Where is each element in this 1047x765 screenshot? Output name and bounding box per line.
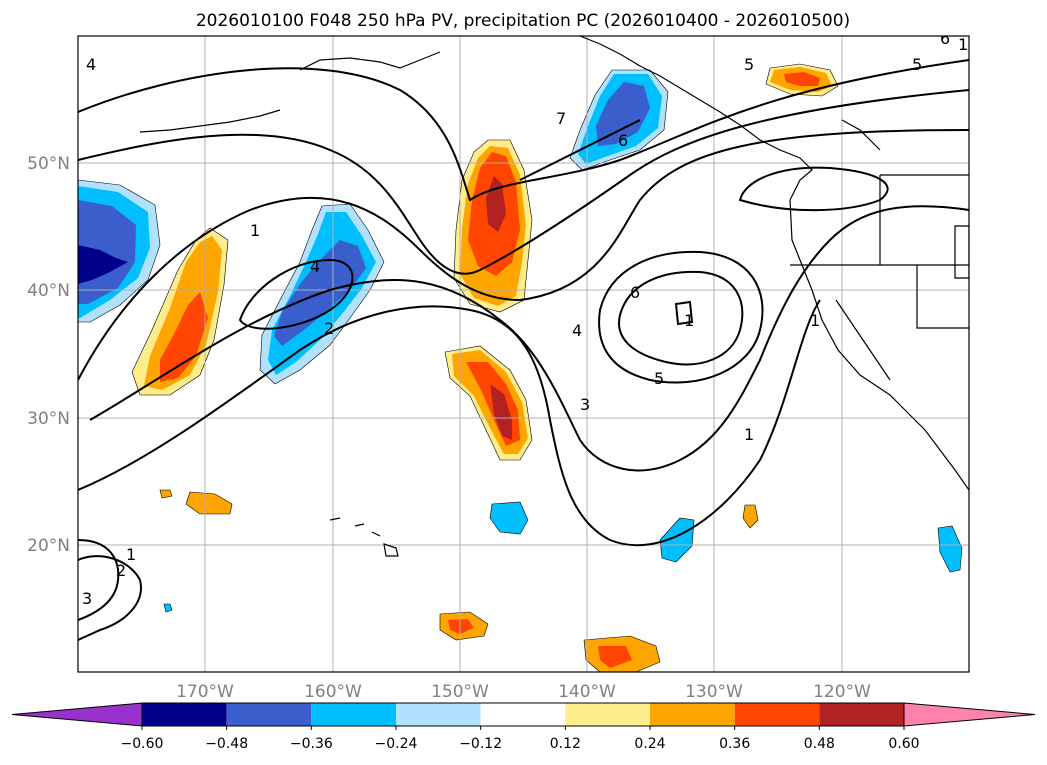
colorbar-tick-label: 0.24 bbox=[634, 736, 665, 752]
colorbar: −0.60 −0.48 −0.36 −0.24 −0.12 0.12 0.24 0.36 0.4… bbox=[11, 702, 1036, 752]
pv-label: 1 bbox=[958, 35, 968, 54]
colorbar-tick-label: −0.60 bbox=[121, 736, 164, 752]
lat-label: 30°N bbox=[27, 409, 70, 429]
colorbar-tick-label: −0.48 bbox=[205, 736, 248, 752]
pv-label: 1 bbox=[684, 311, 694, 330]
colorbar-bin bbox=[565, 703, 650, 726]
precip-neg-small-4 bbox=[163, 603, 173, 613]
pv-label: 7 bbox=[556, 109, 566, 128]
pv-label: 4 bbox=[310, 257, 320, 276]
precip-pos-small-3 bbox=[742, 504, 759, 529]
colorbar-tick-label: 0.36 bbox=[719, 736, 750, 752]
latitude-labels: 50°N 40°N 30°N 20°N bbox=[27, 154, 70, 556]
lon-label: 140°W bbox=[558, 682, 616, 702]
colorbar-bin bbox=[650, 703, 735, 726]
pv-label: 2 bbox=[116, 561, 126, 580]
lon-label: 170°W bbox=[176, 682, 234, 702]
pv-label: 4 bbox=[572, 321, 582, 340]
coastlines bbox=[139, 36, 969, 557]
map-frame bbox=[77, 35, 970, 673]
lon-label: 130°W bbox=[685, 682, 743, 702]
precip-pos-small-2 bbox=[159, 489, 173, 499]
pv-label: 6 bbox=[618, 131, 628, 150]
lon-label: 150°W bbox=[431, 682, 489, 702]
lat-label: 50°N bbox=[27, 154, 70, 174]
precip-neg-small-2 bbox=[659, 517, 695, 563]
colorbar-bin bbox=[142, 703, 227, 726]
colorbar-bin bbox=[734, 703, 820, 726]
colorbar-tick-label: 0.60 bbox=[888, 736, 919, 752]
figure-title: 2026010100 F048 250 hPa PV, precipitatio… bbox=[196, 11, 850, 31]
pv-label: 3 bbox=[580, 395, 590, 414]
lat-label: 20°N bbox=[27, 536, 70, 556]
colorbar-tick-label: −0.36 bbox=[290, 736, 333, 752]
colorbar-border bbox=[141, 702, 905, 727]
lat-label: 40°N bbox=[27, 281, 70, 301]
pv-label: 1 bbox=[744, 425, 754, 444]
precip-pos-small-1 bbox=[185, 491, 233, 515]
pv-label: 2 bbox=[324, 319, 334, 338]
pv-label: 3 bbox=[82, 589, 92, 608]
map-content: 4 1 4 2 7 6 5 5 6 1 4 3 5 1 1 1 1 2 3 6 bbox=[78, 29, 969, 672]
pv-label: 5 bbox=[744, 55, 754, 74]
pv-label: 1 bbox=[250, 221, 260, 240]
pv-label: 4 bbox=[86, 55, 96, 74]
pv-label: 6 bbox=[630, 283, 640, 302]
pv-label: 1 bbox=[810, 311, 820, 330]
colorbar-bin bbox=[480, 703, 566, 726]
longitude-labels: 170°W 160°W 150°W 140°W 130°W 120°W bbox=[176, 682, 871, 702]
lon-label: 120°W bbox=[813, 682, 871, 702]
colorbar-bin bbox=[819, 703, 904, 726]
lon-label: 160°W bbox=[304, 682, 362, 702]
pv-contour-labels: 4 1 4 2 7 6 5 5 6 1 4 3 5 1 1 1 1 2 3 6 bbox=[82, 29, 968, 608]
map-background bbox=[78, 36, 969, 672]
pv-label: 5 bbox=[912, 55, 922, 74]
colorbar-extend-low bbox=[11, 702, 143, 727]
pv-label: 1 bbox=[126, 545, 136, 564]
colorbar-tick-label: 0.12 bbox=[550, 736, 581, 752]
colorbar-tick-label: 0.48 bbox=[804, 736, 835, 752]
precip-neg-small-3 bbox=[937, 525, 963, 573]
colorbar-tick-label: −0.12 bbox=[459, 736, 502, 752]
pv-contours bbox=[78, 59, 969, 641]
colorbar-extend-high bbox=[903, 702, 1036, 727]
pv-label: 6 bbox=[940, 29, 950, 48]
colorbar-bin bbox=[311, 703, 396, 726]
colorbar-bin bbox=[396, 703, 481, 726]
precip-neg-small-1 bbox=[489, 501, 529, 535]
colorbar-tick-label: −0.24 bbox=[375, 736, 418, 752]
gridlines bbox=[78, 36, 969, 672]
pv-label: 5 bbox=[654, 369, 664, 388]
colorbar-bin bbox=[226, 703, 312, 726]
